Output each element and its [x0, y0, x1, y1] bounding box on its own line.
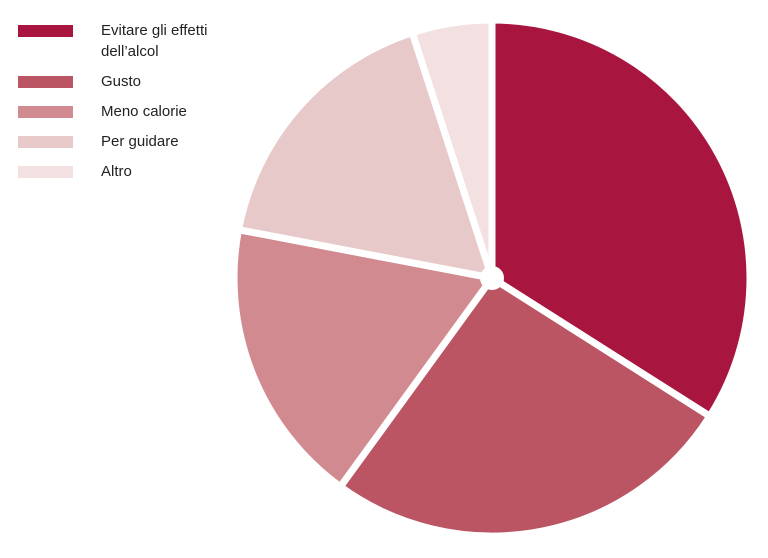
legend-item: Meno calorie: [18, 101, 238, 122]
legend-item: Gusto: [18, 71, 238, 92]
legend-label: Per guidare: [101, 133, 179, 150]
legend-label: Altro: [101, 163, 132, 180]
pie-slice: [230, 226, 496, 491]
legend-label: Gusto: [101, 73, 142, 90]
legend-item: Evitare gli effetti dell’alcol: [18, 20, 238, 62]
legend-label: Meno calorie: [101, 103, 187, 120]
legend: Evitare gli effetti dell’alcol Gusto Meno …: [18, 20, 238, 191]
pie-slice: [336, 274, 714, 540]
legend-swatch: [18, 166, 73, 178]
legend-label: Evitare gli effetti dell’alcol: [101, 22, 208, 60]
legend-swatch: [18, 136, 73, 148]
legend-swatch: [18, 76, 73, 88]
legend-item: Altro: [18, 161, 238, 182]
legend-item: Per guidare: [18, 131, 238, 152]
legend-swatch: [18, 25, 73, 37]
pie-slice: [408, 16, 496, 282]
pie-center: [480, 266, 504, 290]
legend-swatch: [18, 106, 73, 118]
